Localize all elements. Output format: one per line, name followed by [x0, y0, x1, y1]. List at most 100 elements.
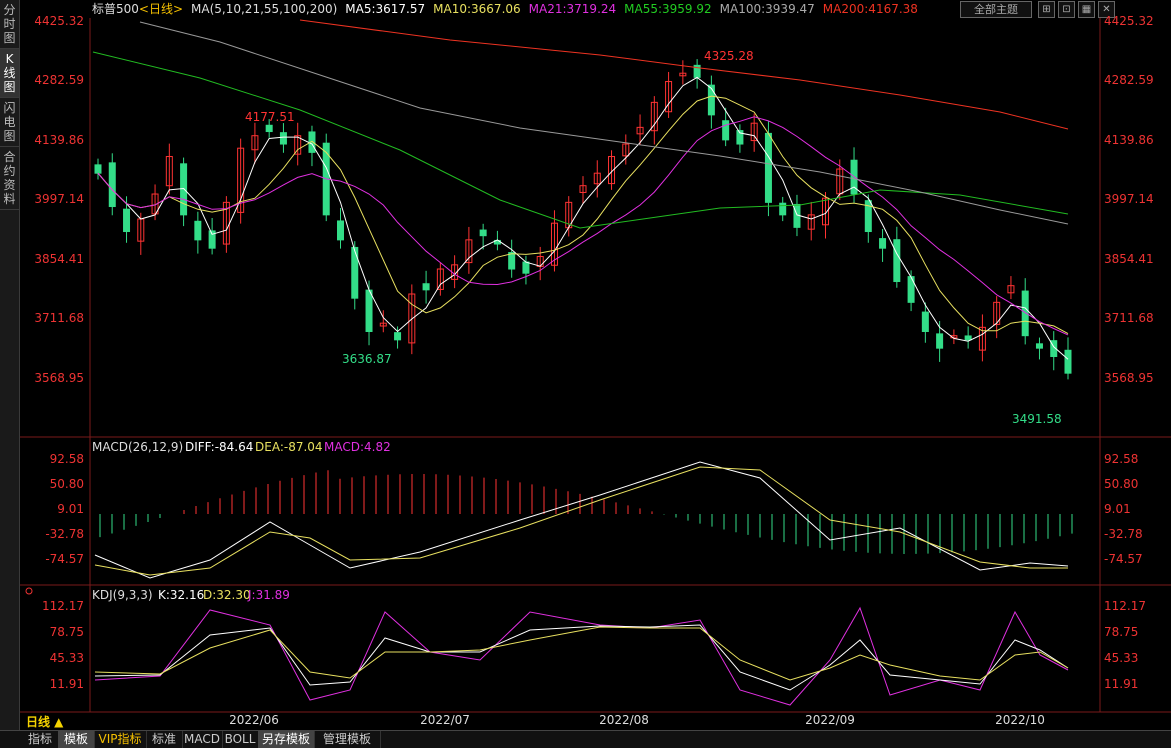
date-label-2: 2022/08 — [599, 713, 649, 727]
candle-body — [736, 130, 744, 145]
candle-body — [180, 163, 188, 216]
candle-body — [608, 156, 616, 185]
bottom-tab-3[interactable]: 标准 — [146, 731, 183, 748]
candle-body — [550, 222, 558, 266]
candle-body — [936, 333, 944, 349]
candle-body — [636, 126, 644, 135]
ma10-line — [97, 95, 1069, 335]
period-selector[interactable]: 日线 ▲ — [26, 715, 64, 729]
candle-body — [665, 81, 673, 113]
left-tab-2[interactable]: 闪电图 — [0, 98, 19, 147]
kdj-axis-left-1: 78.75 — [50, 625, 84, 639]
macd-axis-right-4: -74.57 — [1104, 552, 1143, 566]
macd-axis-right-1: 50.80 — [1104, 477, 1138, 491]
candle-body — [579, 185, 587, 193]
price-label-right-0: 4425.32 — [1104, 14, 1154, 28]
bottom-tab-6[interactable]: 另存模板 — [258, 731, 315, 748]
candle-body — [964, 335, 972, 341]
macd-diff-line — [94, 461, 1069, 579]
candle-body — [1064, 349, 1072, 374]
candle-body — [764, 132, 772, 203]
left-tab-0[interactable]: 分时图 — [0, 0, 19, 49]
bottom-tab-4[interactable]: MACD — [182, 731, 223, 748]
candle-body — [365, 289, 373, 333]
candle-body — [337, 220, 344, 241]
annotation-high-1: 4177.51 — [245, 110, 295, 124]
symbol-name: 标普500 — [92, 2, 139, 16]
macd-axis-left-2: 9.01 — [57, 502, 84, 516]
ma100-line — [139, 21, 1069, 225]
bottom-tab-2[interactable]: VIP指标 — [94, 731, 147, 748]
candle-body — [123, 208, 131, 233]
price-label-left-2: 4139.86 — [34, 133, 84, 147]
candle-body — [379, 322, 387, 327]
ma200-value: MA200:4167.38 — [822, 2, 918, 16]
candle-body — [108, 162, 116, 208]
kdj-axis-right-2: 45.33 — [1104, 651, 1138, 665]
kdj-axis-left-0: 112.17 — [42, 599, 84, 613]
close-icon[interactable]: ✕ — [1098, 1, 1115, 18]
period-tag[interactable]: <日线> — [138, 2, 184, 16]
candle-body — [422, 283, 430, 291]
price-label-right-2: 4139.86 — [1104, 133, 1154, 147]
stock-chart[interactable]: 4425.32 4425.32 4282.59 4282.59 4139.86 4139.… — [0, 0, 1171, 730]
candle-body — [679, 72, 687, 77]
bottom-tab-5[interactable]: BOLL — [222, 731, 259, 748]
kdj-axis-left-2: 45.33 — [50, 651, 84, 665]
price-label-right-5: 3711.68 — [1104, 311, 1154, 325]
candle-body — [650, 101, 658, 132]
candle-body — [1035, 343, 1043, 349]
left-tab-3[interactable]: 合约资料 — [0, 147, 19, 210]
candle-body — [351, 246, 359, 299]
price-label-left-3: 3997.14 — [34, 192, 84, 206]
theme-dropdown[interactable]: 全部主题 — [960, 1, 1032, 18]
grid-icon[interactable]: ▦ — [1078, 1, 1095, 18]
ma5-line — [97, 76, 1069, 360]
kdj-axis-right-1: 78.75 — [1104, 625, 1138, 639]
ma-label: MA(5,10,21,55,100,200) — [191, 2, 338, 16]
candle-body — [436, 268, 444, 290]
window-icon[interactable]: ⊡ — [1058, 1, 1075, 18]
layout-icon[interactable]: ⊞ — [1038, 1, 1055, 18]
kdj-title: KDJ(9,3,3) — [92, 588, 153, 602]
candle-body — [151, 193, 159, 215]
ma55-value: MA55:3959.92 — [624, 2, 712, 16]
kdj-axis-right-0: 112.17 — [1104, 599, 1146, 613]
ma200-line — [299, 19, 1069, 130]
candle-body — [893, 239, 901, 283]
candle-body — [165, 156, 173, 187]
candle-body — [408, 293, 416, 344]
candle-body — [279, 132, 287, 145]
bottom-tab-7[interactable]: 管理模板 — [314, 731, 381, 748]
candle-body — [465, 239, 473, 264]
ma21-value: MA21:3719.24 — [528, 2, 617, 16]
bottom-tab-1[interactable]: 模板 — [58, 731, 95, 748]
candle-body — [707, 84, 715, 116]
date-label-1: 2022/07 — [420, 713, 470, 727]
price-label-right-1: 4282.59 — [1104, 73, 1154, 87]
kdj-k-value: K:32.16 — [158, 588, 204, 602]
kdj-j-line — [94, 606, 1069, 706]
kdj-k-line — [94, 624, 1069, 691]
bottom-tab-0[interactable]: 指标 — [22, 731, 59, 748]
candle-body — [237, 147, 245, 213]
macd-value: MACD:4.82 — [324, 440, 391, 454]
price-label-left-1: 4282.59 — [34, 73, 84, 87]
macd-diff-value: DIFF:-84.64 — [185, 440, 253, 454]
macd-axis-left-1: 50.80 — [50, 477, 84, 491]
price-label-right-3: 3997.14 — [1104, 192, 1154, 206]
price-label-left-5: 3711.68 — [34, 311, 84, 325]
kdj-axis-right-3: 11.91 — [1104, 677, 1138, 691]
settings-dot-icon — [25, 587, 33, 595]
macd-axis-left-0: 92.58 — [50, 452, 84, 466]
macd-axis-right-2: 9.01 — [1104, 502, 1131, 516]
price-label-left-6: 3568.95 — [34, 371, 84, 385]
candle-body — [394, 332, 402, 341]
date-label-3: 2022/09 — [805, 713, 855, 727]
macd-axis-left-3: -32.78 — [45, 527, 84, 541]
ma5-value: MA5:3617.57 — [345, 2, 426, 16]
candle-body — [194, 220, 202, 241]
annotation-low-2: 3491.58 — [1012, 412, 1062, 426]
candle-body — [879, 238, 887, 249]
